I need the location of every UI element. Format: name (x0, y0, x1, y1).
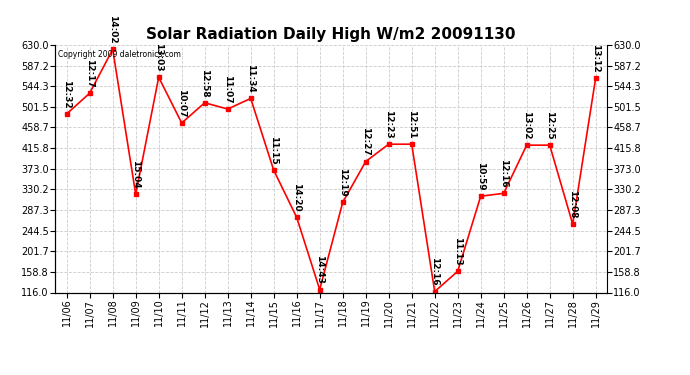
Text: 12:27: 12:27 (361, 127, 371, 156)
Text: 12:16: 12:16 (430, 257, 440, 286)
Text: 10:07: 10:07 (177, 89, 186, 117)
Text: Copyright 2009 daletronics.com: Copyright 2009 daletronics.com (58, 50, 181, 59)
Text: 12:23: 12:23 (384, 110, 393, 139)
Text: 14:43: 14:43 (315, 255, 324, 284)
Text: 13:02: 13:02 (522, 111, 531, 140)
Text: 13:12: 13:12 (591, 44, 600, 72)
Text: 12:51: 12:51 (407, 110, 416, 139)
Text: 14:20: 14:20 (292, 183, 302, 212)
Text: 13:03: 13:03 (154, 43, 164, 72)
Text: 11:34: 11:34 (246, 64, 255, 93)
Text: 11:15: 11:15 (269, 136, 278, 165)
Text: 12:08: 12:08 (568, 190, 578, 219)
Text: 12:32: 12:32 (62, 80, 71, 108)
Text: 12:19: 12:19 (338, 168, 347, 197)
Text: 12:17: 12:17 (85, 59, 95, 88)
Text: 12:25: 12:25 (545, 111, 554, 140)
Title: Solar Radiation Daily High W/m2 20091130: Solar Radiation Daily High W/m2 20091130 (146, 27, 516, 42)
Text: 11:07: 11:07 (223, 75, 233, 104)
Text: 10:59: 10:59 (476, 162, 485, 190)
Text: 14:02: 14:02 (108, 15, 117, 44)
Text: 12:58: 12:58 (200, 69, 209, 97)
Text: 11:13: 11:13 (453, 237, 462, 266)
Text: 15:04: 15:04 (131, 160, 140, 189)
Text: 12:16: 12:16 (499, 159, 509, 188)
